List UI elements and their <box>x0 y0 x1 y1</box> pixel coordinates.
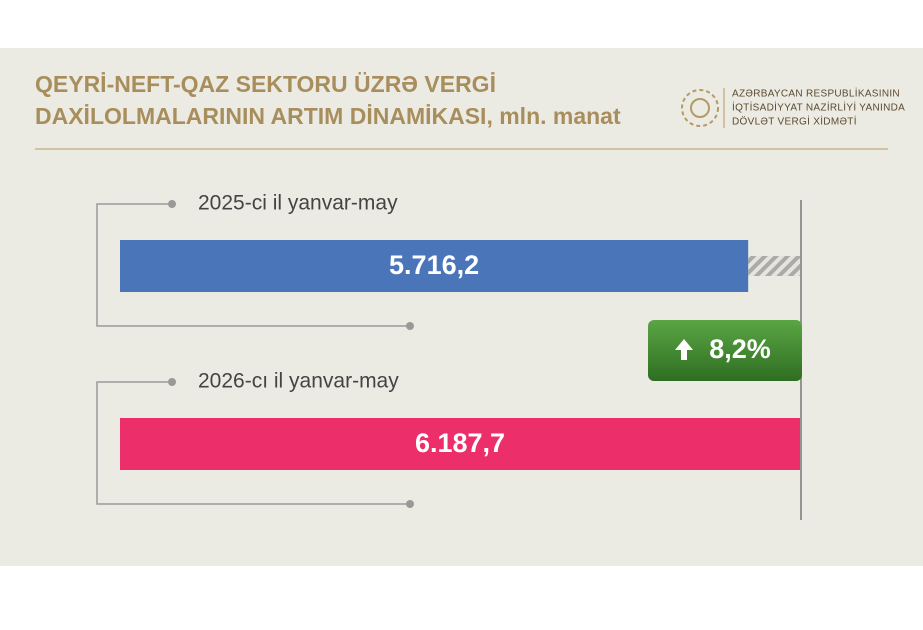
change-badge: 8,2% <box>648 320 802 381</box>
logo <box>681 88 725 128</box>
value-label: 6.187,7 <box>415 428 505 458</box>
chart-title: QEYRİ-NEFT-QAZ SEKTORU ÜZRƏ VERGİ <box>35 71 496 97</box>
bar <box>120 240 749 292</box>
chart-title: DAXİLOLMALARININ ARTIM DİNAMİKASI, mln. … <box>35 103 621 129</box>
bracket-dot <box>168 200 176 208</box>
bracket-dot <box>168 378 176 386</box>
source: İQTİSADİYYAT NAZİRLİYİ YANINDA <box>732 101 905 114</box>
panel <box>0 48 923 566</box>
bracket <box>96 203 410 327</box>
source: AZƏRBAYCAN RESPUBLİKASININ <box>732 87 900 100</box>
bracket-dot <box>406 322 414 330</box>
category-label: 2025-ci il yanvar-may <box>198 192 398 215</box>
bar-remainder <box>748 256 800 276</box>
bracket <box>96 381 410 505</box>
source: DÖVLƏT VERGİ XİDMƏTİ <box>732 115 857 128</box>
bracket-dot <box>406 500 414 508</box>
change-label: 8,2% <box>709 334 771 364</box>
bar <box>120 418 800 470</box>
value-label: 5.716,2 <box>389 250 479 280</box>
category-label: 2026-cı il yanvar-may <box>198 370 399 393</box>
